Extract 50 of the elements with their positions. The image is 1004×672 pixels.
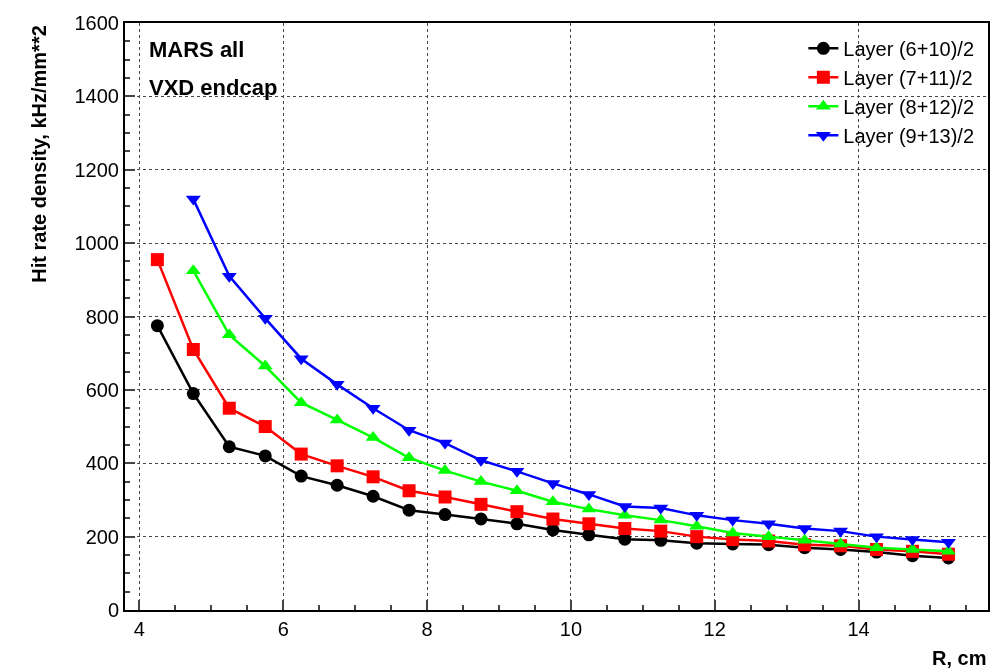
point [258,449,272,463]
x-tick-label: 4 [133,618,145,640]
y-tick-label: 1000 [74,232,119,255]
point [546,512,560,526]
point [186,343,200,357]
x-tick-label: 6 [277,618,289,640]
legend-label: Layer (7+11)/2 [843,67,973,90]
point [366,470,380,484]
point [222,401,236,415]
y-tick-label: 1600 [74,12,119,34]
point [150,253,164,267]
point [258,420,272,434]
y-tick-label: 1200 [74,158,119,181]
annotation: VXD endcap [149,75,278,100]
point [438,490,452,504]
y-tick-label: 600 [85,378,119,401]
point [330,478,344,492]
legend-label: Layer (9+13)/2 [843,125,975,148]
y-tick-label: 200 [85,525,119,548]
point [618,522,632,536]
point [438,508,452,522]
point [402,503,416,517]
point [582,517,596,531]
point [150,319,164,333]
y-tick-label: 0 [107,599,119,621]
x-tick-label: 8 [421,618,433,640]
point [474,497,488,511]
x-tick-label: 14 [847,618,870,640]
point [474,512,488,526]
point [186,387,200,401]
legend-label: Layer (6+10)/2 [843,38,975,61]
point [654,524,668,538]
y-tick-label: 400 [85,452,119,475]
point [330,459,344,473]
x-tick-label: 12 [703,618,726,640]
point [510,505,524,519]
y-tick-label: 1400 [74,85,119,108]
annotation: MARS all [149,37,245,62]
point [294,469,308,483]
x-tick-label: 10 [559,618,583,640]
x-axis-title: R, cm [932,647,987,669]
y-axis-title: Hit rate density, kHz/mm**2 [27,25,50,283]
point [222,440,236,454]
point [510,517,524,531]
point [402,484,416,498]
legend-label: Layer (8+12)/2 [843,96,975,119]
point [294,447,308,461]
point [366,489,380,503]
y-tick-label: 800 [85,305,119,328]
point [690,530,704,544]
